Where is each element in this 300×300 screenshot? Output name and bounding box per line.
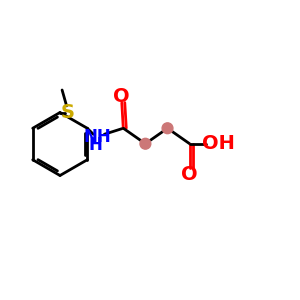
Text: NH: NH bbox=[83, 128, 111, 146]
Text: H: H bbox=[88, 136, 102, 155]
Text: O: O bbox=[113, 87, 130, 106]
Text: S: S bbox=[60, 103, 74, 122]
Text: O: O bbox=[181, 165, 198, 184]
Circle shape bbox=[140, 138, 151, 149]
Circle shape bbox=[162, 123, 173, 134]
Text: OH: OH bbox=[202, 134, 235, 153]
